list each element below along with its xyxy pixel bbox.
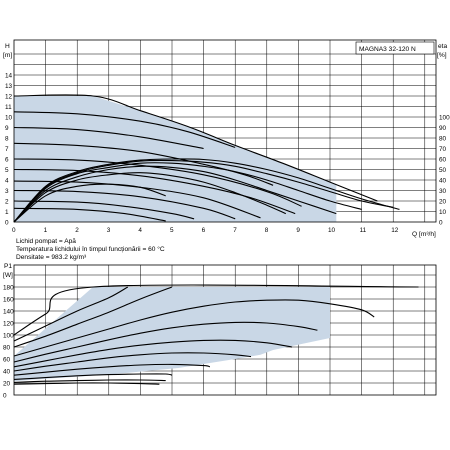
power-curve (13, 284, 419, 336)
head-curve (13, 158, 302, 207)
note-temperature: Temperatura lichidului în timpul funcțio… (16, 245, 165, 253)
efficiency-axis-unit: [%] (437, 52, 447, 59)
power-curve (13, 363, 211, 376)
power-curve (13, 382, 160, 385)
head-curve (13, 94, 378, 202)
flow-tick-label: 9 (296, 227, 300, 234)
power-tick-label: 120 (3, 320, 14, 327)
head-tick-label: 0 (5, 219, 9, 226)
power-tick-label: 60 (3, 356, 11, 363)
head-tick-label: 1 (5, 209, 9, 216)
power-tick-label: 100 (3, 332, 14, 339)
power-curve (13, 373, 173, 380)
flow-tick-label: 8 (265, 227, 269, 234)
head-curve (13, 126, 204, 150)
power-curve (13, 299, 375, 357)
head-axis-unit: [m] (3, 52, 12, 59)
head-curve (13, 207, 166, 222)
efficiency-axis-label: eta (438, 43, 447, 50)
power-chart-frame (13, 264, 437, 396)
efficiency-tick-label: 40 (439, 177, 447, 184)
efficiency-curve (13, 172, 287, 223)
head-curve (13, 142, 274, 186)
efficiency-tick-label: 30 (439, 188, 447, 195)
flow-axis-label: Q (412, 231, 417, 238)
efficiency-tick-label: 100 (439, 114, 450, 121)
efficiency-curve (13, 162, 362, 223)
efficiency-curve (13, 158, 400, 223)
head-tick-label: 11 (5, 104, 12, 111)
efficiency-tick-label: 80 (439, 135, 447, 142)
efficiency-curve (13, 183, 166, 223)
note-density: Densitate = 983.2 kg/m³ (16, 254, 87, 261)
flow-tick-label: 1 (44, 227, 48, 234)
power-tick-label: 20 (3, 380, 11, 387)
power-chart-ticks: 0 20 40 60 80 100 120 140 160 180 (3, 284, 14, 399)
power-curve (13, 321, 318, 363)
efficiency-curve (13, 165, 337, 223)
flow-axis-unit: [m³/h] (419, 231, 436, 238)
power-operating-area (14, 287, 330, 382)
power-operating-region (14, 287, 330, 382)
efficiency-tick-label: 60 (439, 156, 447, 163)
head-tick-label: 7 (5, 146, 9, 153)
flow-tick-label: 10 (328, 227, 336, 234)
head-tick-label: 6 (5, 156, 9, 163)
model-box: MAGNA3 32-120 N (355, 41, 435, 55)
flow-tick-label: 12 (391, 227, 399, 234)
flow-tick-label: 4 (138, 227, 142, 234)
head-chart-frame (13, 39, 437, 223)
power-tick-label: 40 (3, 368, 11, 375)
head-tick-label: 9 (5, 125, 9, 132)
power-tick-label: 80 (3, 344, 11, 351)
note-liquid: Lichid pompat = Apă (16, 238, 76, 245)
power-tick-label: 160 (3, 296, 14, 303)
efficiency-curve (13, 159, 394, 223)
head-curve (13, 111, 236, 148)
head-curves (13, 94, 378, 222)
power-curve (13, 352, 252, 372)
head-tick-label: 2 (5, 198, 9, 205)
head-tick-label: 12 (5, 93, 13, 100)
head-tick-label: 3 (5, 188, 9, 195)
power-tick-label: 140 (3, 308, 14, 315)
power-curve (13, 339, 293, 368)
power-axis-unit: [W] (3, 272, 13, 279)
efficiency-tick-label: 50 (439, 167, 447, 174)
model-label: MAGNA3 32-120 N (359, 46, 416, 53)
head-tick-label: 10 (5, 114, 13, 121)
head-tick-label: 4 (5, 177, 9, 184)
head-curve (13, 200, 195, 220)
power-curve (13, 286, 129, 342)
head-tick-label: 14 (5, 72, 13, 79)
power-curve (13, 379, 166, 383)
head-tick-label: 13 (5, 83, 13, 90)
power-tick-label: 180 (3, 284, 14, 291)
flow-tick-label: 5 (170, 227, 174, 234)
flow-tick-label: 7 (233, 227, 237, 234)
head-curve (13, 168, 296, 215)
efficiency-tick-label: 20 (439, 198, 447, 205)
power-curves (13, 284, 419, 385)
efficiency-tick-label: 0 (439, 219, 443, 226)
flow-tick-label: 3 (107, 227, 111, 234)
efficiency-curves (13, 158, 400, 223)
flow-tick-label: 11 (360, 227, 367, 234)
flow-tick-label: 6 (202, 227, 206, 234)
head-tick-label: 5 (5, 167, 9, 174)
head-tick-label: 8 (5, 135, 9, 142)
flow-tick-label: 0 (12, 227, 16, 234)
power-axis-label: P1 (4, 263, 12, 270)
efficiency-tick-label: 90 (439, 125, 447, 132)
efficiency-tick-label: 10 (439, 209, 447, 216)
power-tick-label: 0 (3, 392, 7, 399)
efficiency-tick-label: 70 (439, 146, 447, 153)
head-axis-label: H (5, 43, 10, 50)
power-curve (13, 286, 173, 348)
flow-tick-label: 2 (75, 227, 79, 234)
